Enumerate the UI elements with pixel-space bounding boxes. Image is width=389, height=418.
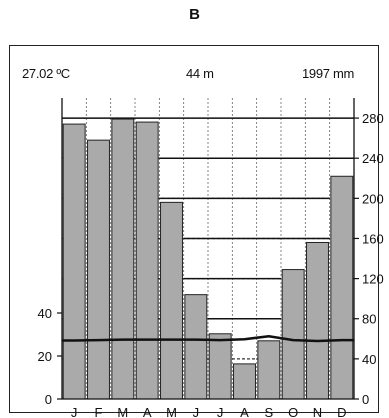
right-axis-tick-label: 200 [362,191,384,206]
month-label: N [313,405,322,418]
right-axis-tick-label: 240 [362,151,384,166]
right-axis-tick-label: 280 [362,111,384,126]
month-label: A [240,405,249,418]
right-axis-tick-label: 0 [362,392,369,407]
month-label: J [217,405,224,418]
precipitation-bar [281,269,305,400]
month-label: A [143,405,152,418]
left-axis-tick-label: 0 [45,392,52,407]
right-axis-tick-label: 40 [362,352,376,367]
right-axis-tick-label: 80 [362,312,376,327]
precipitation-bar [87,139,110,400]
temperature-line [62,334,354,343]
precipitation-bar [330,175,354,400]
precipitation-bar [62,123,86,400]
precipitation-bar [184,294,208,400]
elevation-label: 44 m [186,66,214,81]
month-label: D [337,405,346,418]
month-label: M [166,405,177,418]
mean-temperature-label: 27.02 ºC [22,66,70,81]
left-axis-tick-label: 40 [38,306,52,321]
precipitation-bar [160,201,183,400]
precipitation-bar [233,363,256,400]
month-label: M [117,405,128,418]
panel-label: B [189,6,200,23]
precipitation-bar [257,340,281,400]
precipitation-bar [306,241,329,400]
month-label: J [71,405,78,418]
precipitation-bar [111,118,135,400]
month-label: S [264,405,273,418]
left-axis-tick-label: 20 [38,349,52,364]
precipitation-bar [135,121,159,400]
chart-frame [9,45,379,413]
right-axis-tick-label: 120 [362,272,384,287]
month-label: F [95,405,103,418]
right-axis-tick-label: 160 [362,231,384,246]
annual-precipitation-label: 1997 mm [302,66,355,81]
month-label: O [288,405,298,418]
precipitation-bar [208,333,232,400]
month-label: J [193,405,200,418]
